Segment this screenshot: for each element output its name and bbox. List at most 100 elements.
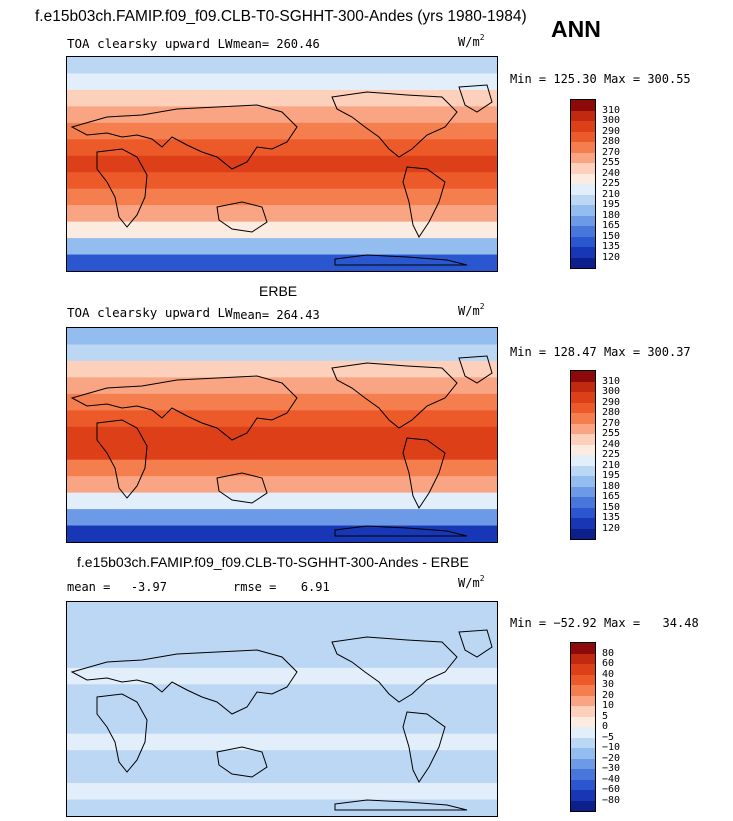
zonal-band [67, 57, 497, 75]
colorbar-level-label: 120 [602, 251, 621, 263]
colorbar-swatch [571, 121, 595, 132]
coastline [334, 525, 468, 537]
coastline [70, 104, 298, 170]
panel1-colorbar [570, 99, 596, 269]
zonal-band [67, 106, 497, 124]
panel1-min-value: 125.30 [553, 72, 597, 86]
panel1-min-label: Min = [510, 72, 547, 86]
colorbar-level-label: 310 [602, 104, 621, 116]
panel3-minmax: Min = −52.92 Max = 34.48 [510, 616, 699, 630]
colorbar-swatch [571, 716, 595, 727]
zonal-band [67, 238, 497, 256]
coastline [334, 254, 468, 266]
colorbar-level-label: −80 [602, 794, 621, 806]
zonal-band [67, 799, 497, 816]
panel3-min-label: Min = [510, 616, 547, 630]
colorbar-swatch [571, 518, 595, 529]
colorbar-swatch [571, 100, 595, 111]
colorbar-level-label: 10 [602, 700, 615, 711]
zonal-band [67, 221, 497, 239]
colorbar-swatch [571, 142, 595, 153]
colorbar-swatch [571, 695, 595, 706]
panel2-mean: mean= 264.43 [233, 308, 320, 322]
colorbar-level-label: −20 [602, 752, 621, 764]
panel3-map-svg [67, 602, 497, 816]
coastline [216, 746, 268, 778]
colorbar-level-label: 300 [602, 115, 621, 126]
panel1-max-label: Max = [603, 72, 641, 86]
panel3-rmse: rmse = 6.91 [233, 580, 330, 594]
colorbar-swatch [571, 653, 595, 664]
colorbar-swatch [571, 758, 595, 769]
zonal-band [67, 73, 497, 91]
colorbar-level-label: 270 [602, 417, 621, 429]
colorbar-swatch [571, 434, 595, 445]
zonal-band [67, 733, 497, 751]
zonal-band [67, 684, 497, 702]
season-label: ANN [551, 16, 601, 42]
colorbar-level-label: 195 [602, 199, 621, 210]
colorbar-swatch [571, 790, 595, 801]
colorbar-swatch [571, 486, 595, 497]
panel3-mean-label: mean = [67, 580, 111, 594]
colorbar-swatch [571, 381, 595, 392]
colorbar-level-label: 150 [602, 501, 621, 513]
colorbar-level-label: 20 [602, 689, 615, 701]
zonal-band [67, 426, 497, 444]
panel1-mean-label: mean= [233, 37, 270, 51]
colorbar-swatch [571, 215, 595, 226]
colorbar-level-label: 310 [602, 375, 621, 387]
coastline [458, 629, 493, 658]
coastline [70, 375, 298, 441]
panel3-mean: mean = -3.97 [67, 580, 167, 594]
colorbar-level-label: 290 [602, 396, 621, 408]
panel2-mean-value: 264.43 [276, 308, 320, 322]
zonal-band [67, 393, 497, 411]
case-title: f.e15b03ch.FAMIP.f09_f09.CLB-T0-SGHHT-30… [35, 8, 527, 25]
panel1-variable-title: TOA clearsky upward LW [67, 36, 233, 51]
colorbar-swatch [571, 257, 595, 268]
colorbar-swatch [571, 247, 595, 258]
zonal-band [67, 750, 497, 768]
zonal-band [67, 443, 497, 461]
colorbar-level-label: 225 [602, 449, 621, 460]
panel1-max-value: 300.55 [647, 72, 691, 86]
panel2-map-svg [67, 328, 497, 542]
panel1-mean-value: 260.46 [276, 37, 320, 51]
zonal-band [67, 188, 497, 206]
colorbar-level-label: 150 [602, 230, 621, 242]
panel2-max-value: 300.37 [647, 345, 691, 359]
coastline [216, 472, 268, 504]
coastline [334, 799, 468, 811]
panel2-colorbar [570, 370, 596, 540]
colorbar-swatch [571, 173, 595, 184]
colorbar-swatch [571, 674, 595, 685]
colorbar-level-label: 180 [602, 480, 621, 492]
zonal-band [67, 205, 497, 223]
colorbar-level-label: 0 [602, 721, 609, 732]
colorbar-swatch [571, 497, 595, 508]
panel1-units: W/m2 [458, 33, 485, 49]
colorbar-level-label: −10 [602, 742, 621, 753]
colorbar-level-label: 135 [602, 512, 621, 523]
colorbar-level-label: 210 [602, 188, 621, 200]
coastline [96, 148, 148, 228]
zonal-band [67, 766, 497, 784]
panel3-units: W/m2 [458, 574, 485, 590]
colorbar-level-label: 280 [602, 136, 621, 147]
panel3-rmse-value: 6.91 [300, 580, 330, 594]
panel1-map-svg [67, 57, 497, 271]
coastline [458, 84, 493, 113]
colorbar-level-label: 5 [602, 710, 609, 722]
panel3-max-label: Max = [603, 616, 641, 630]
colorbar-swatch [571, 371, 595, 382]
panel3-rmse-label: rmse = [233, 580, 277, 594]
colorbar-level-label: 225 [602, 178, 621, 189]
panel3-title: f.e15b03ch.FAMIP.f09_f09.CLB-T0-SGHHT-30… [77, 554, 469, 570]
coastline [402, 166, 446, 238]
colorbar-swatch [571, 748, 595, 759]
panel2-map [66, 327, 498, 543]
zonal-band [67, 254, 497, 271]
colorbar-swatch [571, 184, 595, 195]
colorbar-level-label: 255 [602, 157, 621, 168]
